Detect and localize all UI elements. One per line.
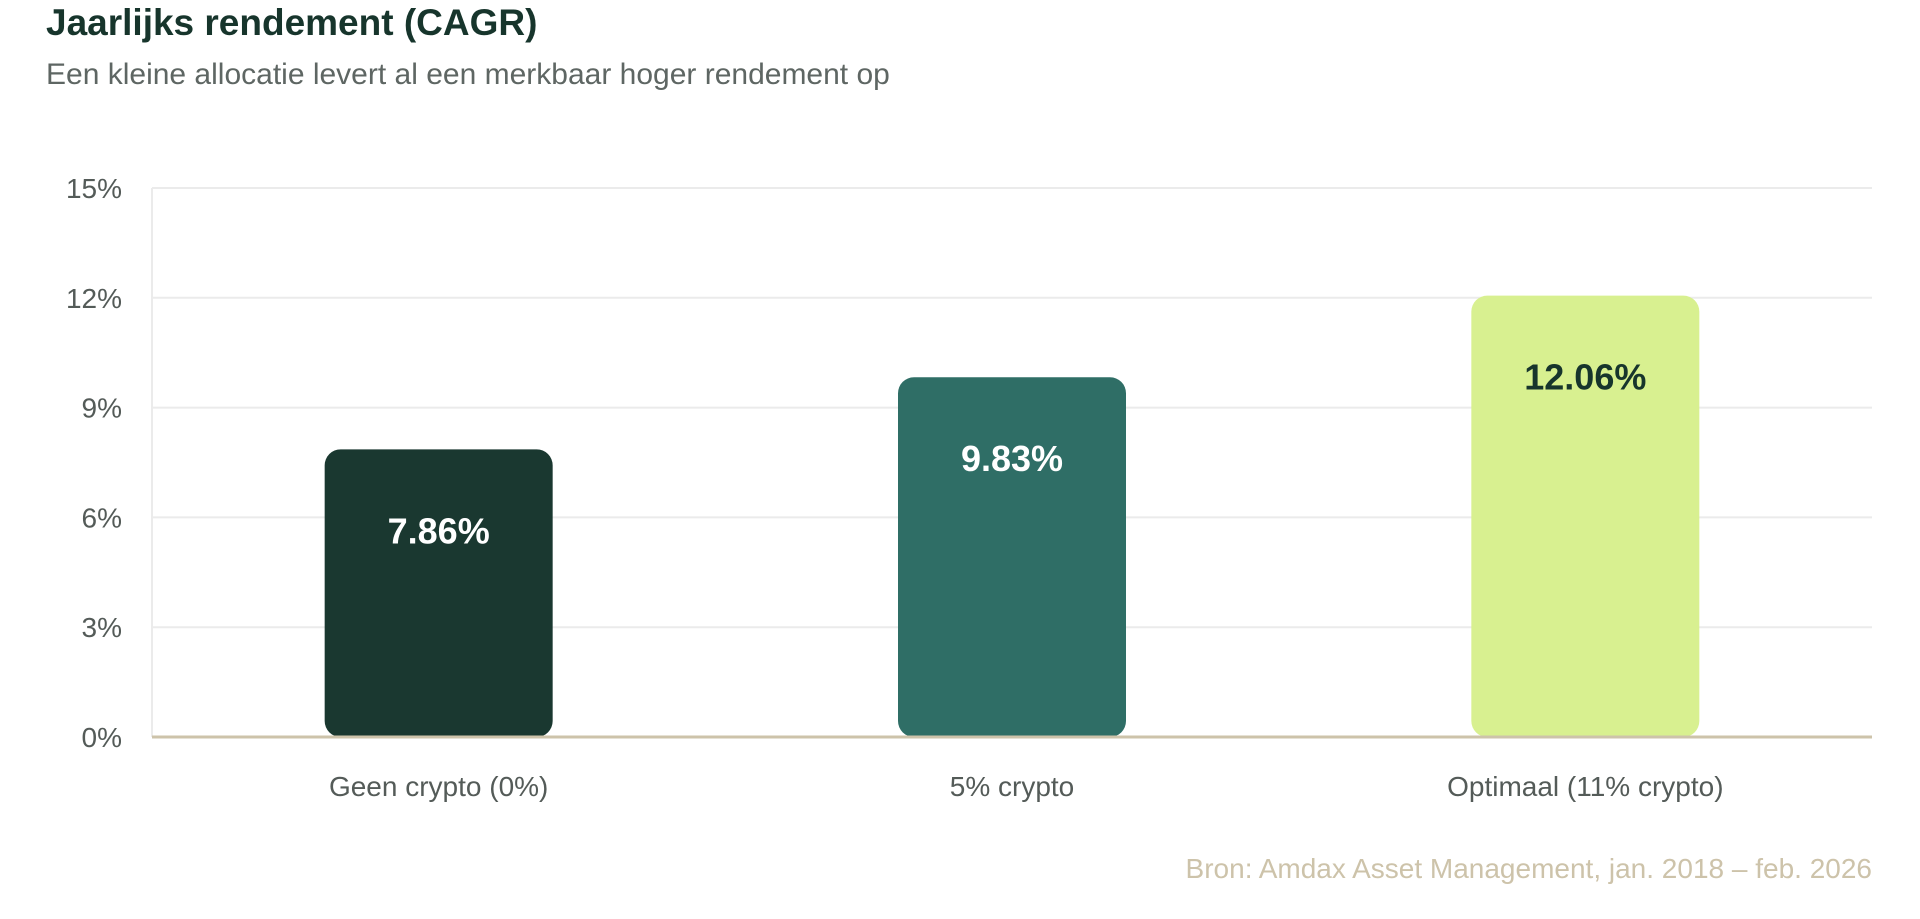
bars [324, 295, 1700, 737]
x-category-label: 5% crypto [950, 771, 1075, 802]
x-category-label: Geen crypto (0%) [329, 771, 548, 802]
bar [324, 449, 553, 737]
bar-value-label: 12.06% [1524, 357, 1646, 398]
x-axis-categories: Geen crypto (0%) 5% crypto Optimaal (11% c… [329, 771, 1724, 802]
y-tick-label: 15% [66, 173, 122, 204]
y-tick-label: 6% [82, 502, 122, 533]
y-tick-label: 12% [66, 283, 122, 314]
source-note: Bron: Amdax Asset Management, jan. 2018 … [1185, 853, 1872, 884]
bar-value-label: 9.83% [961, 438, 1063, 479]
y-tick-label: 0% [82, 722, 122, 753]
chart-subtitle: Een kleine allocatie levert al een merkb… [46, 58, 890, 91]
bar [1471, 295, 1700, 737]
y-tick-label: 3% [82, 612, 122, 643]
bar [898, 377, 1126, 737]
y-tick-label: 9% [82, 393, 122, 424]
bar-value-label: 7.86% [388, 510, 490, 551]
data-labels: 7.86% 9.83% 12.06% [388, 357, 1647, 552]
chart-title: Jaarlijks rendement (CAGR) [46, 2, 538, 43]
y-axis-ticks: 0% 3% 6% 9% 12% 15% [66, 173, 122, 753]
x-category-label: Optimaal (11% crypto) [1447, 771, 1723, 802]
